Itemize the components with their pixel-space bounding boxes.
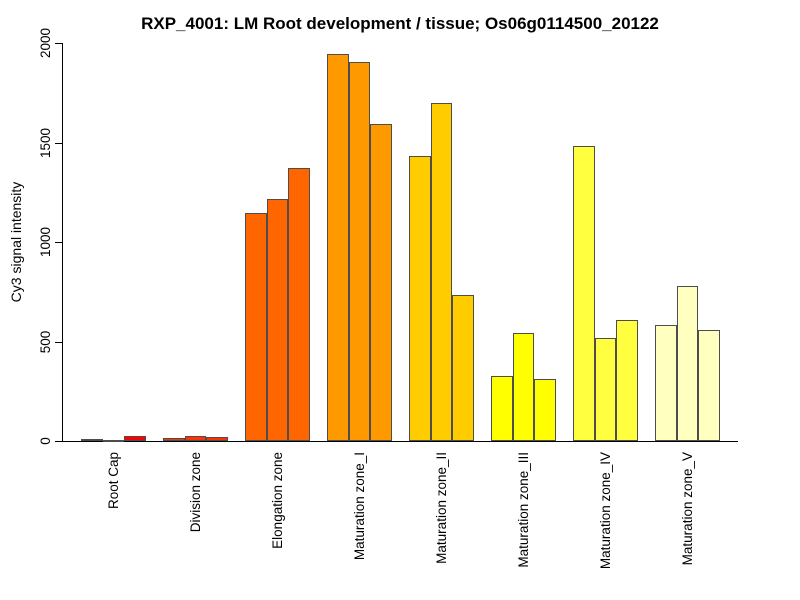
- bar: [163, 438, 185, 441]
- bar: [348, 62, 370, 441]
- bar: [266, 199, 288, 441]
- bar: [409, 156, 431, 441]
- y-tick-mark: [55, 43, 62, 44]
- bar: [512, 333, 534, 441]
- bar: [573, 146, 595, 441]
- bar: [616, 320, 638, 441]
- y-tick-label: 1000: [38, 226, 53, 258]
- bar: [327, 54, 349, 441]
- y-tick-mark: [55, 142, 62, 144]
- y-tick-mark: [55, 242, 62, 243]
- bar: [655, 325, 677, 441]
- x-axis-category-label: Division zone: [187, 452, 203, 533]
- bar: [206, 437, 228, 441]
- x-axis-category-label: Maturation zone_II: [433, 452, 449, 564]
- bar: [452, 295, 474, 441]
- x-axis-category-label: Maturation zone_I: [351, 452, 367, 561]
- y-tick-label: 1500: [38, 127, 53, 158]
- y-tick-label: 0: [38, 437, 53, 445]
- bar: [676, 286, 698, 441]
- bar: [245, 213, 267, 441]
- x-axis-category-label: Maturation zone_IV: [597, 452, 613, 570]
- x-axis-line: [62, 441, 738, 442]
- y-axis-line: [62, 43, 63, 442]
- bar: [81, 439, 103, 441]
- bar: [594, 338, 616, 441]
- x-axis-category-label: Root Cap: [105, 452, 121, 510]
- bar: [124, 436, 146, 441]
- y-axis-label: Cy3 signal intensity: [8, 181, 24, 303]
- bar: [102, 440, 124, 442]
- x-axis-category-label: Maturation zone_III: [515, 452, 531, 568]
- bar: [698, 330, 720, 441]
- bar: [534, 379, 556, 441]
- bar: [288, 168, 310, 441]
- y-tick-mark: [55, 341, 62, 343]
- bar: [491, 376, 513, 441]
- y-tick-label: 2000: [38, 27, 53, 59]
- y-tick-mark: [55, 441, 62, 442]
- bar: [184, 436, 206, 441]
- x-axis-category-label: Maturation zone_V: [679, 452, 695, 566]
- x-axis-category-label: Elongation zone: [269, 452, 285, 549]
- chart-title: RXP_4001: LM Root development / tissue; …: [141, 14, 659, 33]
- y-tick-label: 500: [38, 330, 53, 353]
- bar: [370, 124, 392, 441]
- bar: [430, 103, 452, 441]
